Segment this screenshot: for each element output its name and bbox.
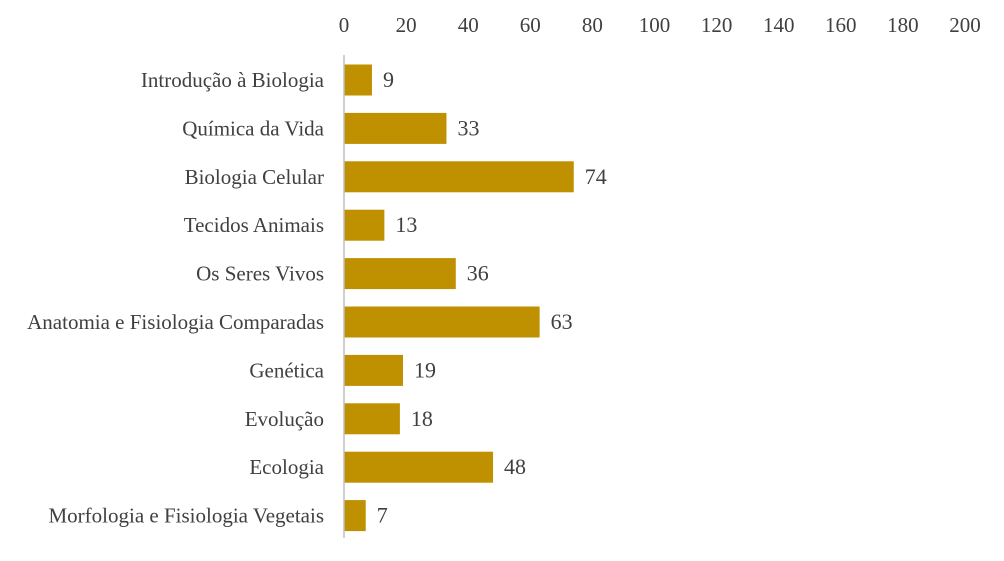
category-label: Os Seres Vivos bbox=[196, 262, 324, 286]
category-labels: Introdução à Biologia Química da Vida Biol… bbox=[27, 68, 325, 528]
category-label: Tecidos Animais bbox=[184, 213, 324, 237]
x-tick-label: 0 bbox=[339, 13, 350, 37]
x-tick-label: 20 bbox=[396, 13, 417, 37]
bar bbox=[344, 500, 366, 532]
category-label: Introdução à Biologia bbox=[141, 68, 325, 92]
data-label: 18 bbox=[411, 406, 433, 431]
category-label: Evolução bbox=[245, 407, 324, 431]
x-tick-label: 80 bbox=[582, 13, 603, 37]
category-label: Genética bbox=[249, 358, 324, 382]
category-label: Ecologia bbox=[249, 455, 324, 479]
data-label: 74 bbox=[585, 164, 607, 189]
data-label: 33 bbox=[457, 115, 479, 140]
bar bbox=[344, 354, 403, 386]
category-label: Química da Vida bbox=[182, 116, 324, 140]
bar bbox=[344, 451, 494, 483]
data-label: 19 bbox=[414, 357, 436, 382]
data-label: 13 bbox=[395, 212, 417, 237]
data-label: 36 bbox=[467, 261, 489, 286]
bar bbox=[344, 112, 447, 144]
bar bbox=[344, 209, 385, 241]
x-tick-label: 60 bbox=[520, 13, 541, 37]
bar bbox=[344, 258, 456, 290]
category-label: Biologia Celular bbox=[185, 165, 324, 189]
bar bbox=[344, 161, 574, 193]
x-tick-label: 200 bbox=[949, 13, 981, 37]
bar bbox=[344, 64, 372, 96]
category-label: Anatomia e Fisiologia Comparadas bbox=[27, 310, 324, 334]
x-tick-label: 140 bbox=[763, 13, 795, 37]
data-label: 48 bbox=[504, 454, 526, 479]
bar bbox=[344, 403, 400, 435]
x-tick-label: 160 bbox=[825, 13, 857, 37]
data-label: 63 bbox=[551, 309, 573, 334]
data-labels-group: 9 33 74 13 36 63 19 18 48 7 bbox=[377, 67, 607, 528]
x-axis-ticks: 0 20 40 60 80 100 120 140 160 180 200 bbox=[339, 13, 981, 37]
data-label: 9 bbox=[383, 67, 394, 92]
x-tick-label: 100 bbox=[639, 13, 671, 37]
x-tick-label: 180 bbox=[887, 13, 919, 37]
bars-group bbox=[344, 64, 574, 532]
category-label: Morfologia e Fisiologia Vegetais bbox=[49, 504, 325, 528]
x-tick-label: 120 bbox=[701, 13, 733, 37]
data-label: 7 bbox=[377, 503, 388, 528]
x-tick-label: 40 bbox=[458, 13, 479, 37]
bar bbox=[344, 306, 540, 338]
